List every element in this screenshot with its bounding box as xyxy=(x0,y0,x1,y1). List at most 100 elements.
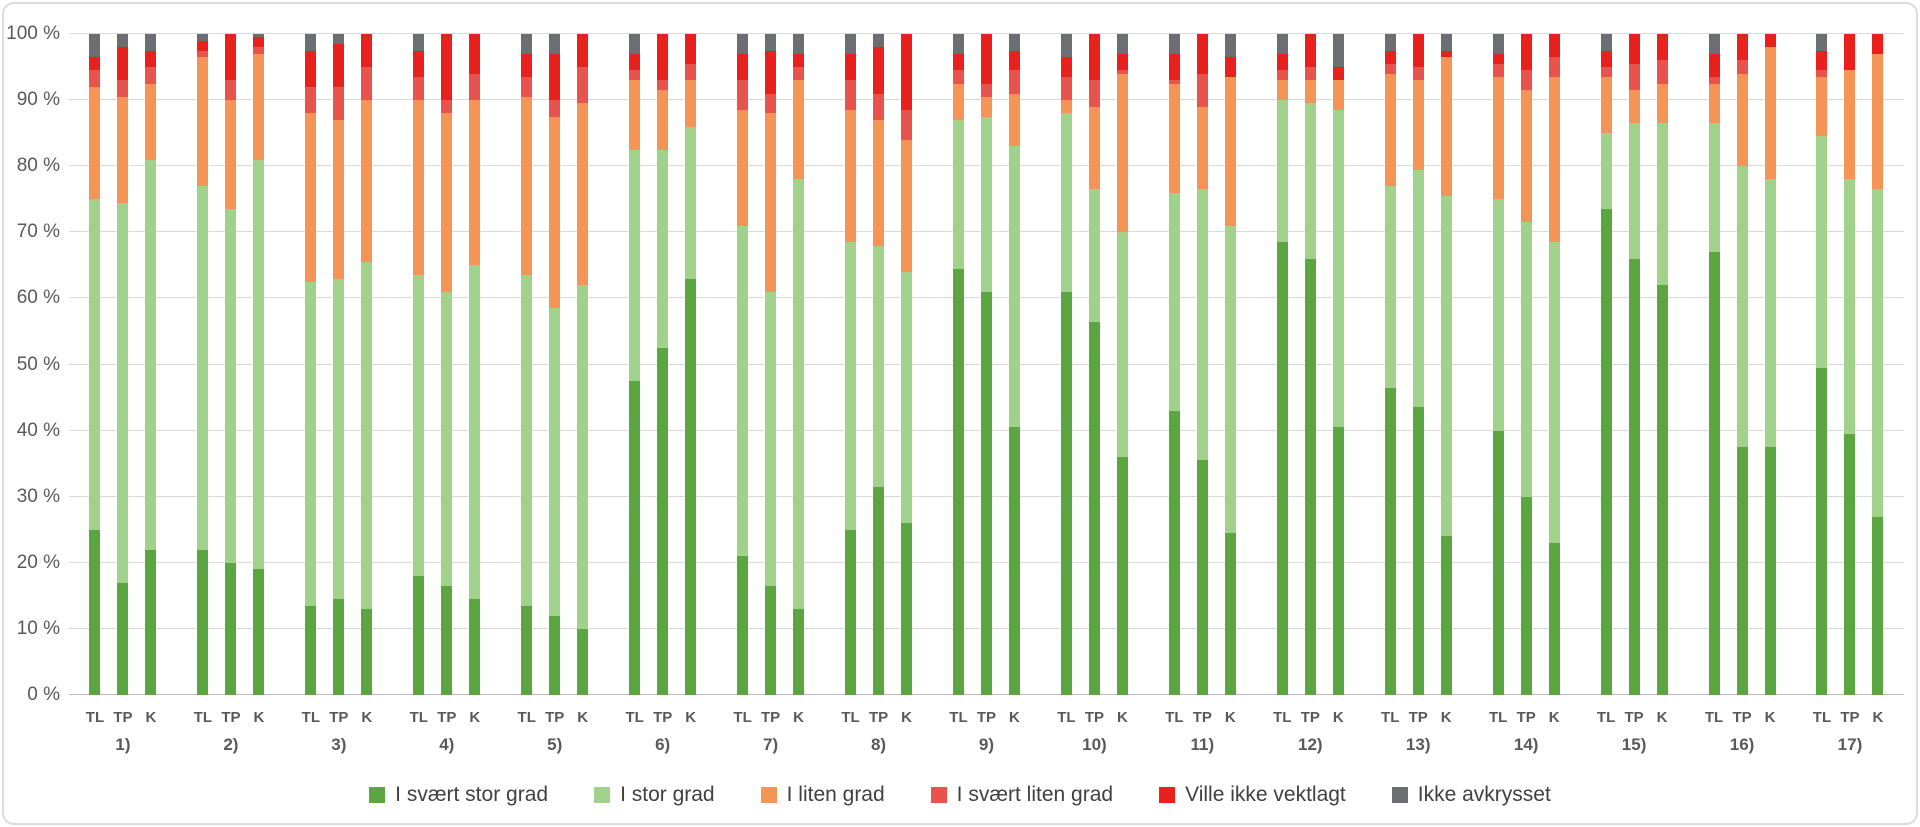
bar-segment xyxy=(305,281,317,606)
bar-segment xyxy=(1008,34,1020,51)
bar-segment xyxy=(441,585,453,695)
bar-segment xyxy=(549,308,561,616)
stacked-bar-11-TL xyxy=(1168,34,1180,695)
bar-segment xyxy=(1492,63,1504,77)
bar-segment xyxy=(1384,73,1396,187)
legend-item: I liten grad xyxy=(760,783,885,807)
bar-segment xyxy=(1276,100,1288,243)
bar-segment xyxy=(629,34,641,54)
bar-segment xyxy=(873,486,885,695)
bar-segment xyxy=(1060,113,1072,292)
bar-label: TL xyxy=(733,709,752,726)
bar-label: TL xyxy=(1057,709,1076,726)
legend-swatch-icon xyxy=(369,787,386,803)
bar-label: TP xyxy=(1840,709,1860,726)
bar-segment xyxy=(1628,90,1640,124)
bar-segment xyxy=(980,83,992,97)
bars-row xyxy=(1580,34,1688,695)
bar-segment xyxy=(1492,53,1504,64)
stacked-bar-6-TP xyxy=(657,34,669,695)
bar-segment xyxy=(1844,433,1856,695)
bar-segment xyxy=(413,50,425,77)
bar-segment xyxy=(441,113,453,292)
stacked-bar-16-TL xyxy=(1708,34,1720,695)
bar-group-9: TL TP K 9) xyxy=(933,34,1041,754)
y-axis-tick-label: 30 % xyxy=(16,485,60,507)
bar-segment xyxy=(1816,367,1828,695)
bar-group-8: TL TP K 8) xyxy=(825,34,933,754)
bar-segment xyxy=(901,523,913,695)
stacked-bar-3-TL xyxy=(305,34,317,695)
bar-label: K xyxy=(1440,709,1452,726)
bar-segment xyxy=(1492,76,1504,200)
bar-segment xyxy=(197,34,209,41)
bar-segment xyxy=(577,628,589,695)
bar-segment xyxy=(1060,100,1072,114)
bar-segment xyxy=(1520,496,1532,695)
bar-group-12: TL TP K 12) xyxy=(1256,34,1364,754)
bar-segment xyxy=(577,67,589,104)
bar-label: K xyxy=(1116,709,1128,726)
bar-segment xyxy=(197,57,209,187)
bars-row xyxy=(69,34,177,695)
bar-label: TP xyxy=(1192,709,1212,726)
bar-segment xyxy=(1412,407,1424,695)
group-label: 2) xyxy=(223,735,239,754)
bar-label: K xyxy=(361,709,373,726)
bar-segment xyxy=(1276,70,1288,81)
bar-segment xyxy=(197,40,209,51)
stacked-bar-10-TL xyxy=(1060,34,1072,695)
legend-item: Ville ikke vektlagt xyxy=(1159,783,1346,807)
stacked-bar-8-K xyxy=(901,34,913,695)
bar-segment xyxy=(1656,60,1668,84)
bar-segment xyxy=(1088,34,1100,81)
bar-labels-row: TL TP K xyxy=(1256,709,1364,726)
bar-group-16: TL TP K 16) xyxy=(1688,34,1796,754)
bar-segment xyxy=(845,242,857,530)
bar-segment xyxy=(1168,410,1180,695)
y-axis-tick-label: 20 % xyxy=(16,551,60,573)
bar-segment xyxy=(737,34,749,54)
stacked-bar-8-TP xyxy=(873,34,885,695)
bar-segment xyxy=(657,347,669,695)
bar-segment xyxy=(117,582,129,695)
legend-item: I svært liten grad xyxy=(930,783,1113,807)
bar-segment xyxy=(521,96,533,276)
stacked-bar-7-K xyxy=(793,34,805,695)
bar-segment xyxy=(1440,195,1452,537)
bar-segment xyxy=(1656,123,1668,286)
bar-labels-row: TL TP K xyxy=(1040,709,1148,726)
group-label: 1) xyxy=(115,735,131,754)
bar-segment xyxy=(305,34,317,51)
bar-segment xyxy=(873,119,885,246)
bar-segment xyxy=(1520,90,1532,223)
bar-segment xyxy=(469,265,481,600)
bar-segment xyxy=(901,34,913,111)
bar-group-2: TL TP K 2) xyxy=(177,34,285,754)
bar-segment xyxy=(1224,57,1236,77)
bar-label: TL xyxy=(1488,709,1508,726)
group-label: 4) xyxy=(439,735,455,754)
stacked-bar-15-K xyxy=(1656,34,1668,695)
group-label: 13) xyxy=(1405,735,1431,754)
bar-segment xyxy=(1332,67,1344,81)
bars-row xyxy=(1688,34,1796,695)
bar-segment xyxy=(629,149,641,382)
bar-segment xyxy=(253,47,265,54)
bar-segment xyxy=(1304,34,1316,68)
bar-segment xyxy=(197,186,209,550)
bar-label: TP xyxy=(221,709,241,726)
bar-segment xyxy=(413,34,425,51)
bar-label: K xyxy=(1764,709,1776,726)
bar-segment xyxy=(765,291,777,586)
stacked-bar-4-K xyxy=(469,34,481,695)
bar-segment xyxy=(1168,83,1180,193)
legend-label: I stor grad xyxy=(620,783,715,806)
stacked-bar-3-TP xyxy=(333,34,345,695)
bar-segment xyxy=(225,100,237,210)
legend-item: I stor grad xyxy=(594,783,715,807)
bars-row xyxy=(1040,34,1148,695)
bar-segment xyxy=(845,53,857,81)
bar-segment xyxy=(1412,34,1424,68)
bar-segment xyxy=(1844,70,1856,180)
